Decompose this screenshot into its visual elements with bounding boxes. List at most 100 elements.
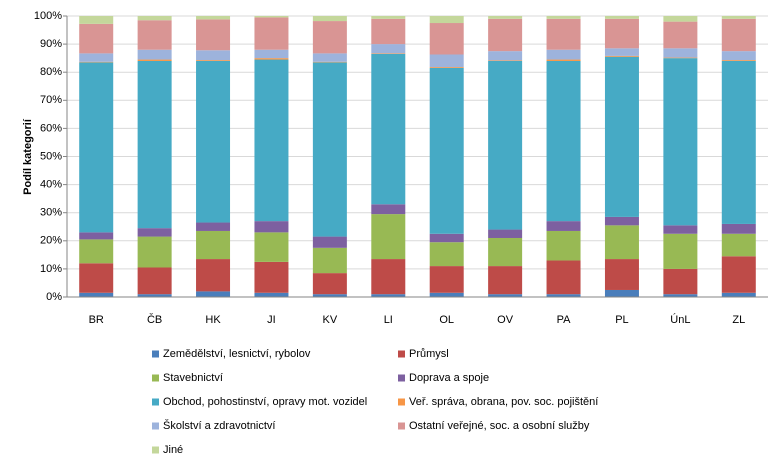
bar-segment [137,267,172,295]
legend-label: Školství a zdravotnictví [163,419,276,432]
bar-segment [546,60,581,222]
bar-segment [254,261,289,293]
bar-segment [312,61,347,63]
legend-marker [152,398,159,406]
legend-marker [152,422,159,430]
bar-segment [254,58,289,60]
legend-label: Stavebnictví [163,372,223,384]
y-tick-label: 30% [40,207,62,219]
legend-label: Obchod, pohostinství, opravy mot. vozide… [163,396,367,408]
legend-label: Zemědělství, lesnictví, rybolov [163,348,311,360]
bar-segment [488,229,523,238]
bar-segment [312,16,347,22]
bar-segment [663,58,698,226]
bar-segment [429,266,464,293]
legend-label: Doprava a spoje [409,372,489,384]
bar-segment [488,294,523,297]
bar-segment [79,263,114,293]
y-tick-label: 70% [40,94,62,106]
x-tick-label: HK [205,314,221,326]
bar-segment [546,230,581,261]
legend-label: Průmysl [409,348,449,360]
bar-segment [721,18,756,52]
bar-segment [663,48,698,58]
bar-segment [429,54,464,68]
bar-segment [79,61,114,63]
y-tick-label: 40% [40,179,62,191]
legend-label: Ostatní veřejné, soc. a osobní služby [409,420,590,432]
bar-segment [196,230,231,260]
bar-segment [721,51,756,61]
bar-segment [663,294,698,297]
bar-segment [721,16,756,19]
legend-marker [152,350,159,358]
bar-segment [254,292,289,297]
bar-segment [604,259,639,290]
bar-segment [721,60,756,224]
bar-segment [429,16,464,24]
y-axis-title: Podíl kategorií [22,118,34,195]
bar-segment [604,48,639,56]
bar-segment [721,60,756,61]
y-tick-label: 10% [40,263,62,275]
bar-segment [79,53,114,62]
bar-segment [254,17,289,50]
bar-segment [312,247,347,274]
bar-segment [371,214,406,260]
y-tick-label: 90% [40,38,62,50]
bar-segment [488,51,523,61]
x-tick-label: PL [615,314,628,326]
x-tick-label: JI [267,314,276,326]
bar-segment [196,291,231,297]
bar-segment [312,21,347,54]
y-tick-label: 20% [40,235,62,247]
bar-segment [371,294,406,297]
y-tick-label: 100% [34,10,62,22]
bar-segment [604,56,639,217]
bar-segment [312,273,347,295]
bar-segment [196,60,231,223]
bar-segment [546,16,581,19]
legend-label: Jiné [163,444,183,456]
x-tick-label: PA [557,314,572,326]
bar-segment [312,236,347,248]
bar-segment [137,228,172,237]
x-tick-label: ÚnL [670,313,690,326]
legend-marker [398,422,405,430]
y-tick-label: 60% [40,122,62,134]
bar-segment [663,21,698,49]
bar-segment [79,16,114,24]
bar-segment [488,237,523,267]
bar-segment [312,62,347,237]
legend-marker [398,374,405,382]
bar-segment [371,18,406,45]
y-tick-label: 50% [40,150,62,162]
x-tick-label: BR [89,314,104,326]
bar-segment [137,20,172,50]
bar-segment [546,221,581,231]
y-tick-label: 0% [46,291,62,303]
bar-segment [488,18,523,52]
x-tick-label: OV [497,314,514,326]
bar-segment [371,44,406,54]
legend-marker [152,374,159,382]
x-tick-label: LI [384,314,393,326]
bar-segment [196,259,231,292]
bar-segment [488,266,523,295]
bar-segment [721,256,756,293]
bar-segment [196,50,231,61]
bar-segment [196,60,231,61]
bar-segment [663,268,698,295]
bar-segment [371,204,406,215]
bar-segment [721,233,756,257]
bar-segment [429,292,464,297]
bar-segment [546,294,581,297]
bar-segment [429,242,464,267]
x-tick-label: KV [323,314,338,326]
bar-segment [663,57,698,59]
bar-segment [254,221,289,233]
bar-segment [254,49,289,59]
bar-segment [79,62,114,233]
bar-segment [663,16,698,22]
x-tick-label: ČB [147,313,162,326]
